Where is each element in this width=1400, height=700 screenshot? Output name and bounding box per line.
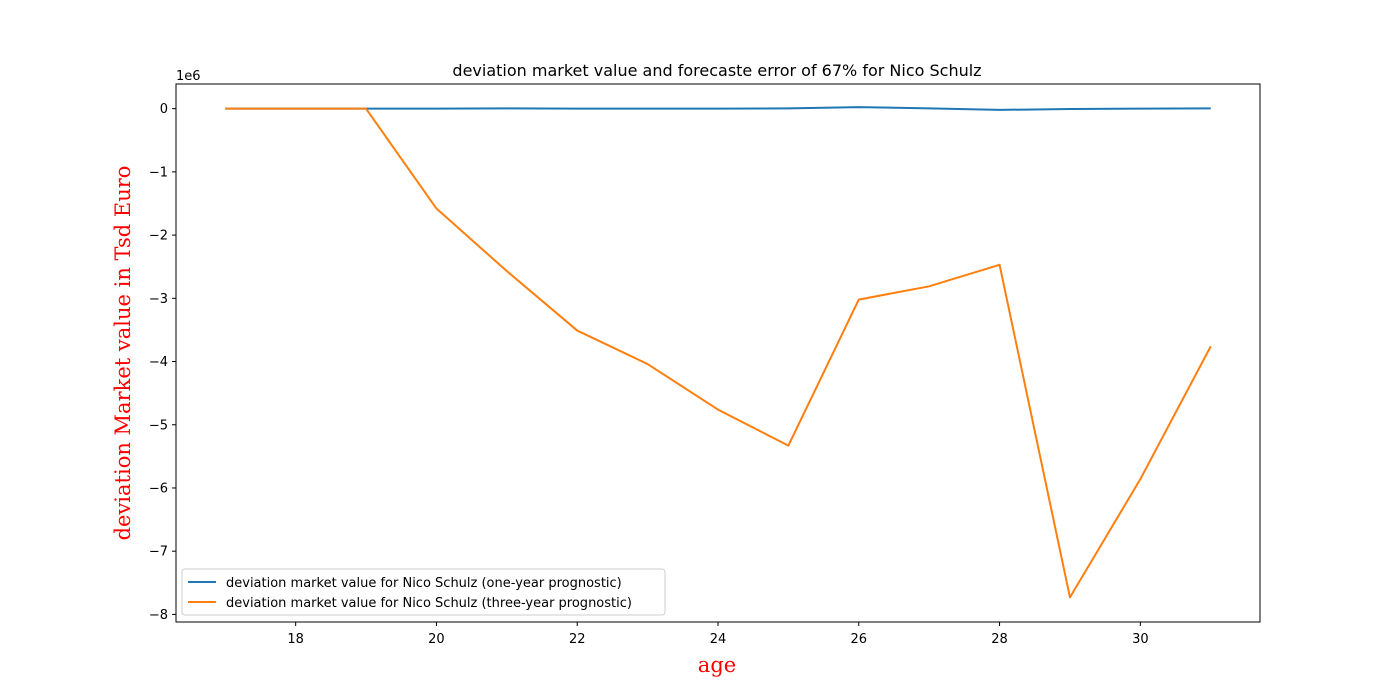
series-line-one-year <box>225 106 1211 111</box>
y-tick-label: −3 <box>149 292 168 307</box>
y-axis: 0 −1 −2 −3 −4 −5 −6 −7 −8 <box>149 102 176 623</box>
y-tick-label: −1 <box>149 165 168 180</box>
y-tick-label: −7 <box>149 545 168 560</box>
y-tick-label: −4 <box>149 355 168 370</box>
plot-area <box>175 83 1261 623</box>
x-tick-label: 26 <box>851 632 868 647</box>
x-axis: 18 20 22 24 26 28 30 <box>287 622 1149 647</box>
y-tick-label: −2 <box>149 229 168 244</box>
x-tick-label: 24 <box>710 632 727 647</box>
y-tick-label: −8 <box>149 608 168 623</box>
x-tick-label: 20 <box>428 632 445 647</box>
legend-box <box>181 568 666 616</box>
y-offset-label: 1e6 <box>176 69 201 84</box>
series-line-three-year <box>225 107 1212 599</box>
plot-frame <box>175 83 1261 623</box>
x-axis-label: age <box>698 653 736 677</box>
legend: deviation market value for Nico Schulz (… <box>181 568 666 616</box>
x-tick-label: 22 <box>569 632 586 647</box>
legend-label-one-year: deviation market value for Nico Schulz (… <box>226 576 622 591</box>
y-tick-label: −5 <box>149 418 168 433</box>
x-tick-label: 30 <box>1132 632 1149 647</box>
series-lines <box>225 106 1212 599</box>
y-tick-label: −6 <box>149 481 168 496</box>
chart-title: deviation market value and forecaste err… <box>452 61 981 80</box>
y-tick-label: 0 <box>160 102 168 117</box>
x-tick-label: 28 <box>991 632 1008 647</box>
y-axis-label: deviation Market value in Tsd Euro <box>111 166 135 541</box>
legend-label-three-year: deviation market value for Nico Schulz (… <box>226 596 632 611</box>
x-tick-label: 18 <box>287 632 304 647</box>
